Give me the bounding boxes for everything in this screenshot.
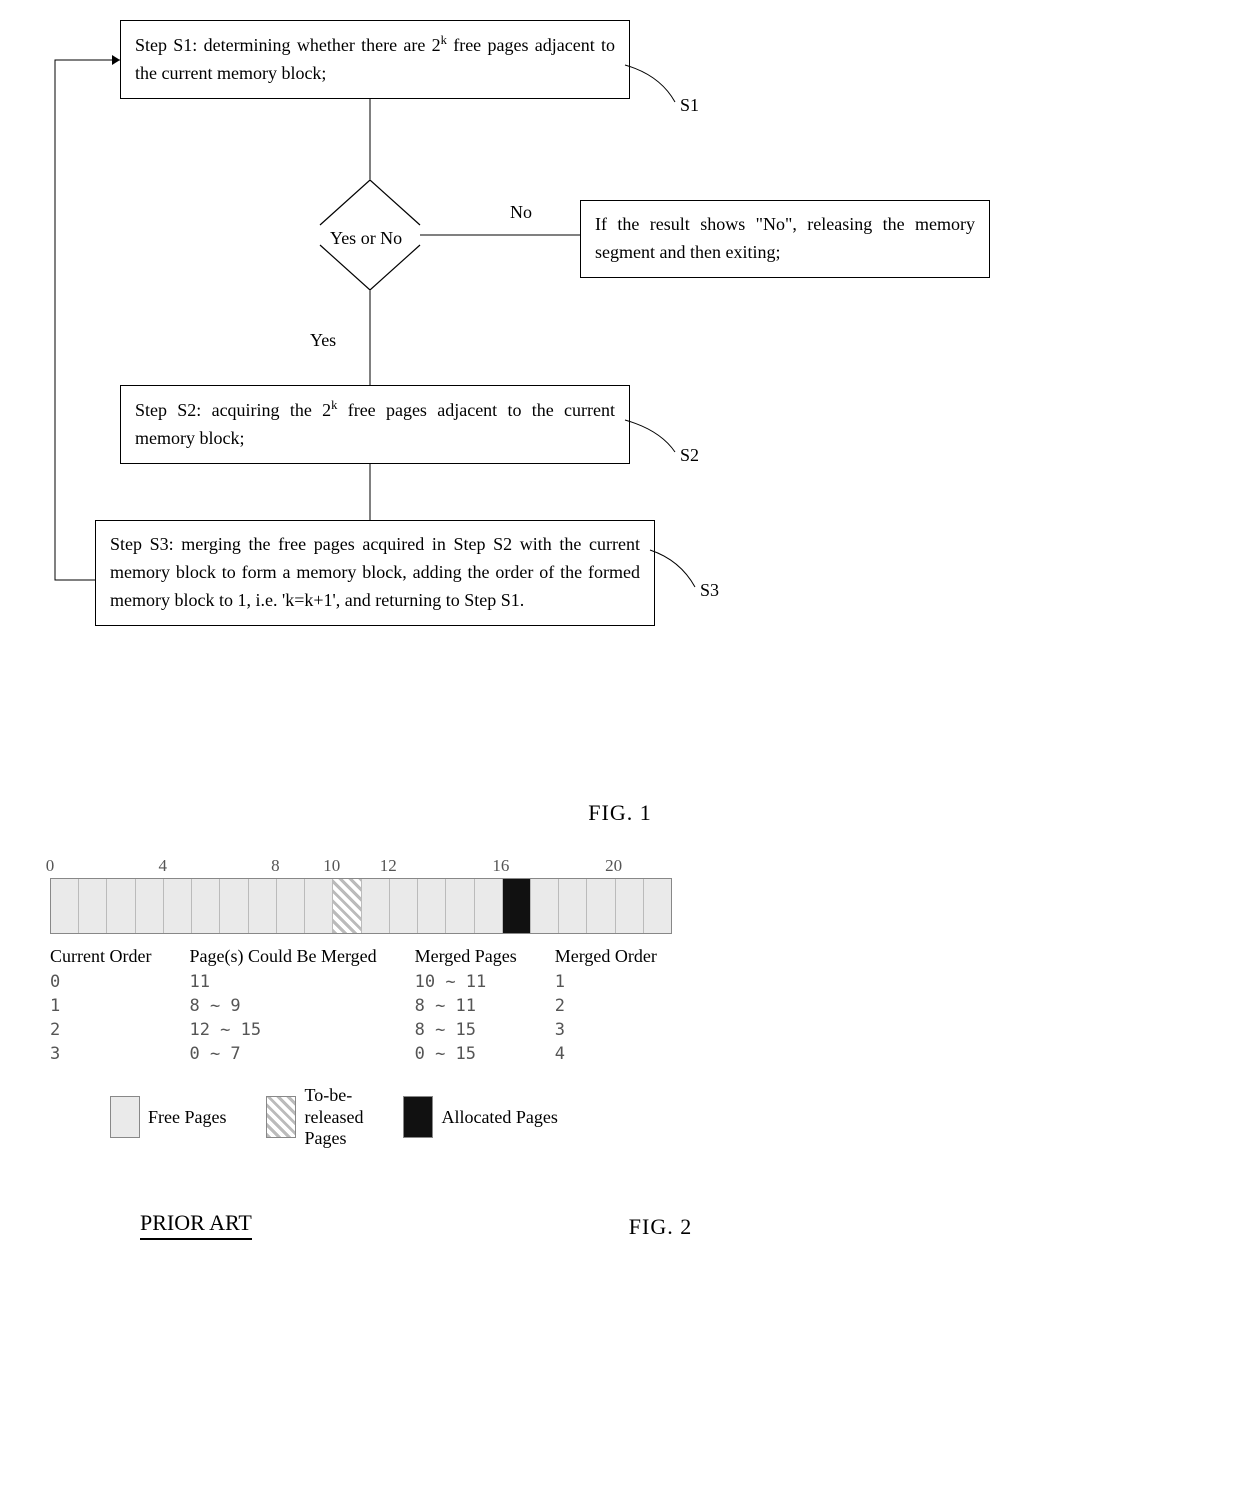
fig2-caption: FIG. 2 (629, 1214, 692, 1240)
tick-label: 4 (158, 856, 167, 876)
table-cell: 8 ~ 11 (397, 995, 535, 1017)
table-cell: 8 ~ 15 (397, 1019, 535, 1041)
flow-connectors (20, 20, 1020, 720)
tick-label: 12 (380, 856, 397, 876)
memory-cell (616, 879, 644, 933)
tick-label: 20 (605, 856, 622, 876)
table-cell: 2 (32, 1019, 169, 1041)
table-cell: 0 ~ 7 (171, 1043, 394, 1065)
legend-tbr: To-be- released Pages (266, 1085, 363, 1150)
free-swatch (110, 1096, 140, 1138)
table-cell: 4 (537, 1043, 675, 1065)
legend-alloc: Allocated Pages (403, 1096, 557, 1138)
table-cell: 1 (537, 971, 675, 993)
prior-art-label: PRIOR ART (140, 1210, 252, 1240)
tick-label: 8 (271, 856, 280, 876)
table-cell: 1 (32, 995, 169, 1017)
memory-cell (164, 879, 192, 933)
legend-tbr-label: To-be- released Pages (304, 1085, 363, 1150)
table-cell: 3 (32, 1043, 169, 1065)
memory-bar (50, 878, 672, 934)
memory-cell (362, 879, 390, 933)
memory-cell (249, 879, 277, 933)
memory-cell (446, 879, 474, 933)
memory-cell (418, 879, 446, 933)
memory-cell (531, 879, 559, 933)
memory-cell (503, 879, 531, 933)
memory-cell (107, 879, 135, 933)
table-cell: 2 (537, 995, 675, 1017)
table-header: Page(s) Could Be Merged (171, 944, 394, 969)
table-cell: 12 ~ 15 (171, 1019, 394, 1041)
memory-cell (644, 879, 671, 933)
fig1-caption: FIG. 1 (20, 800, 1220, 826)
memory-cell (587, 879, 615, 933)
table-header: Current Order (32, 944, 169, 969)
merge-table: Current OrderPage(s) Could Be MergedMerg… (30, 942, 677, 1067)
legend: Free Pages To-be- released Pages Allocat… (110, 1085, 1220, 1150)
memory-cell (51, 879, 79, 933)
memory-cell (475, 879, 503, 933)
tick-label: 16 (492, 856, 509, 876)
table-row: 18 ~ 98 ~ 112 (32, 995, 675, 1017)
table-row: 30 ~ 70 ~ 154 (32, 1043, 675, 1065)
memory-cell (220, 879, 248, 933)
table-cell: 0 (32, 971, 169, 993)
memory-diagram-fig2: 04810121620 Current OrderPage(s) Could B… (30, 856, 1220, 1150)
legend-free: Free Pages (110, 1096, 226, 1138)
alloc-swatch (403, 1096, 433, 1138)
table-header: Merged Order (537, 944, 675, 969)
legend-alloc-label: Allocated Pages (441, 1107, 557, 1128)
memory-cell (305, 879, 333, 933)
table-cell: 3 (537, 1019, 675, 1041)
table-cell: 10 ~ 11 (397, 971, 535, 993)
tick-label: 10 (323, 856, 340, 876)
table-row: 01110 ~ 111 (32, 971, 675, 993)
table-row: 212 ~ 158 ~ 153 (32, 1019, 675, 1041)
memory-cell (390, 879, 418, 933)
tick-label: 0 (46, 856, 55, 876)
memory-cell (277, 879, 305, 933)
memory-cell (79, 879, 107, 933)
memory-ticks: 04810121620 (50, 856, 670, 878)
table-header: Merged Pages (397, 944, 535, 969)
legend-free-label: Free Pages (148, 1107, 226, 1128)
tbr-swatch (266, 1096, 296, 1138)
memory-cell (136, 879, 164, 933)
table-cell: 11 (171, 971, 394, 993)
table-cell: 0 ~ 15 (397, 1043, 535, 1065)
memory-cell (192, 879, 220, 933)
flowchart-fig1: Step S1: determining whether there are 2… (20, 20, 1220, 790)
memory-cell (559, 879, 587, 933)
memory-cell (333, 879, 361, 933)
table-cell: 8 ~ 9 (171, 995, 394, 1017)
